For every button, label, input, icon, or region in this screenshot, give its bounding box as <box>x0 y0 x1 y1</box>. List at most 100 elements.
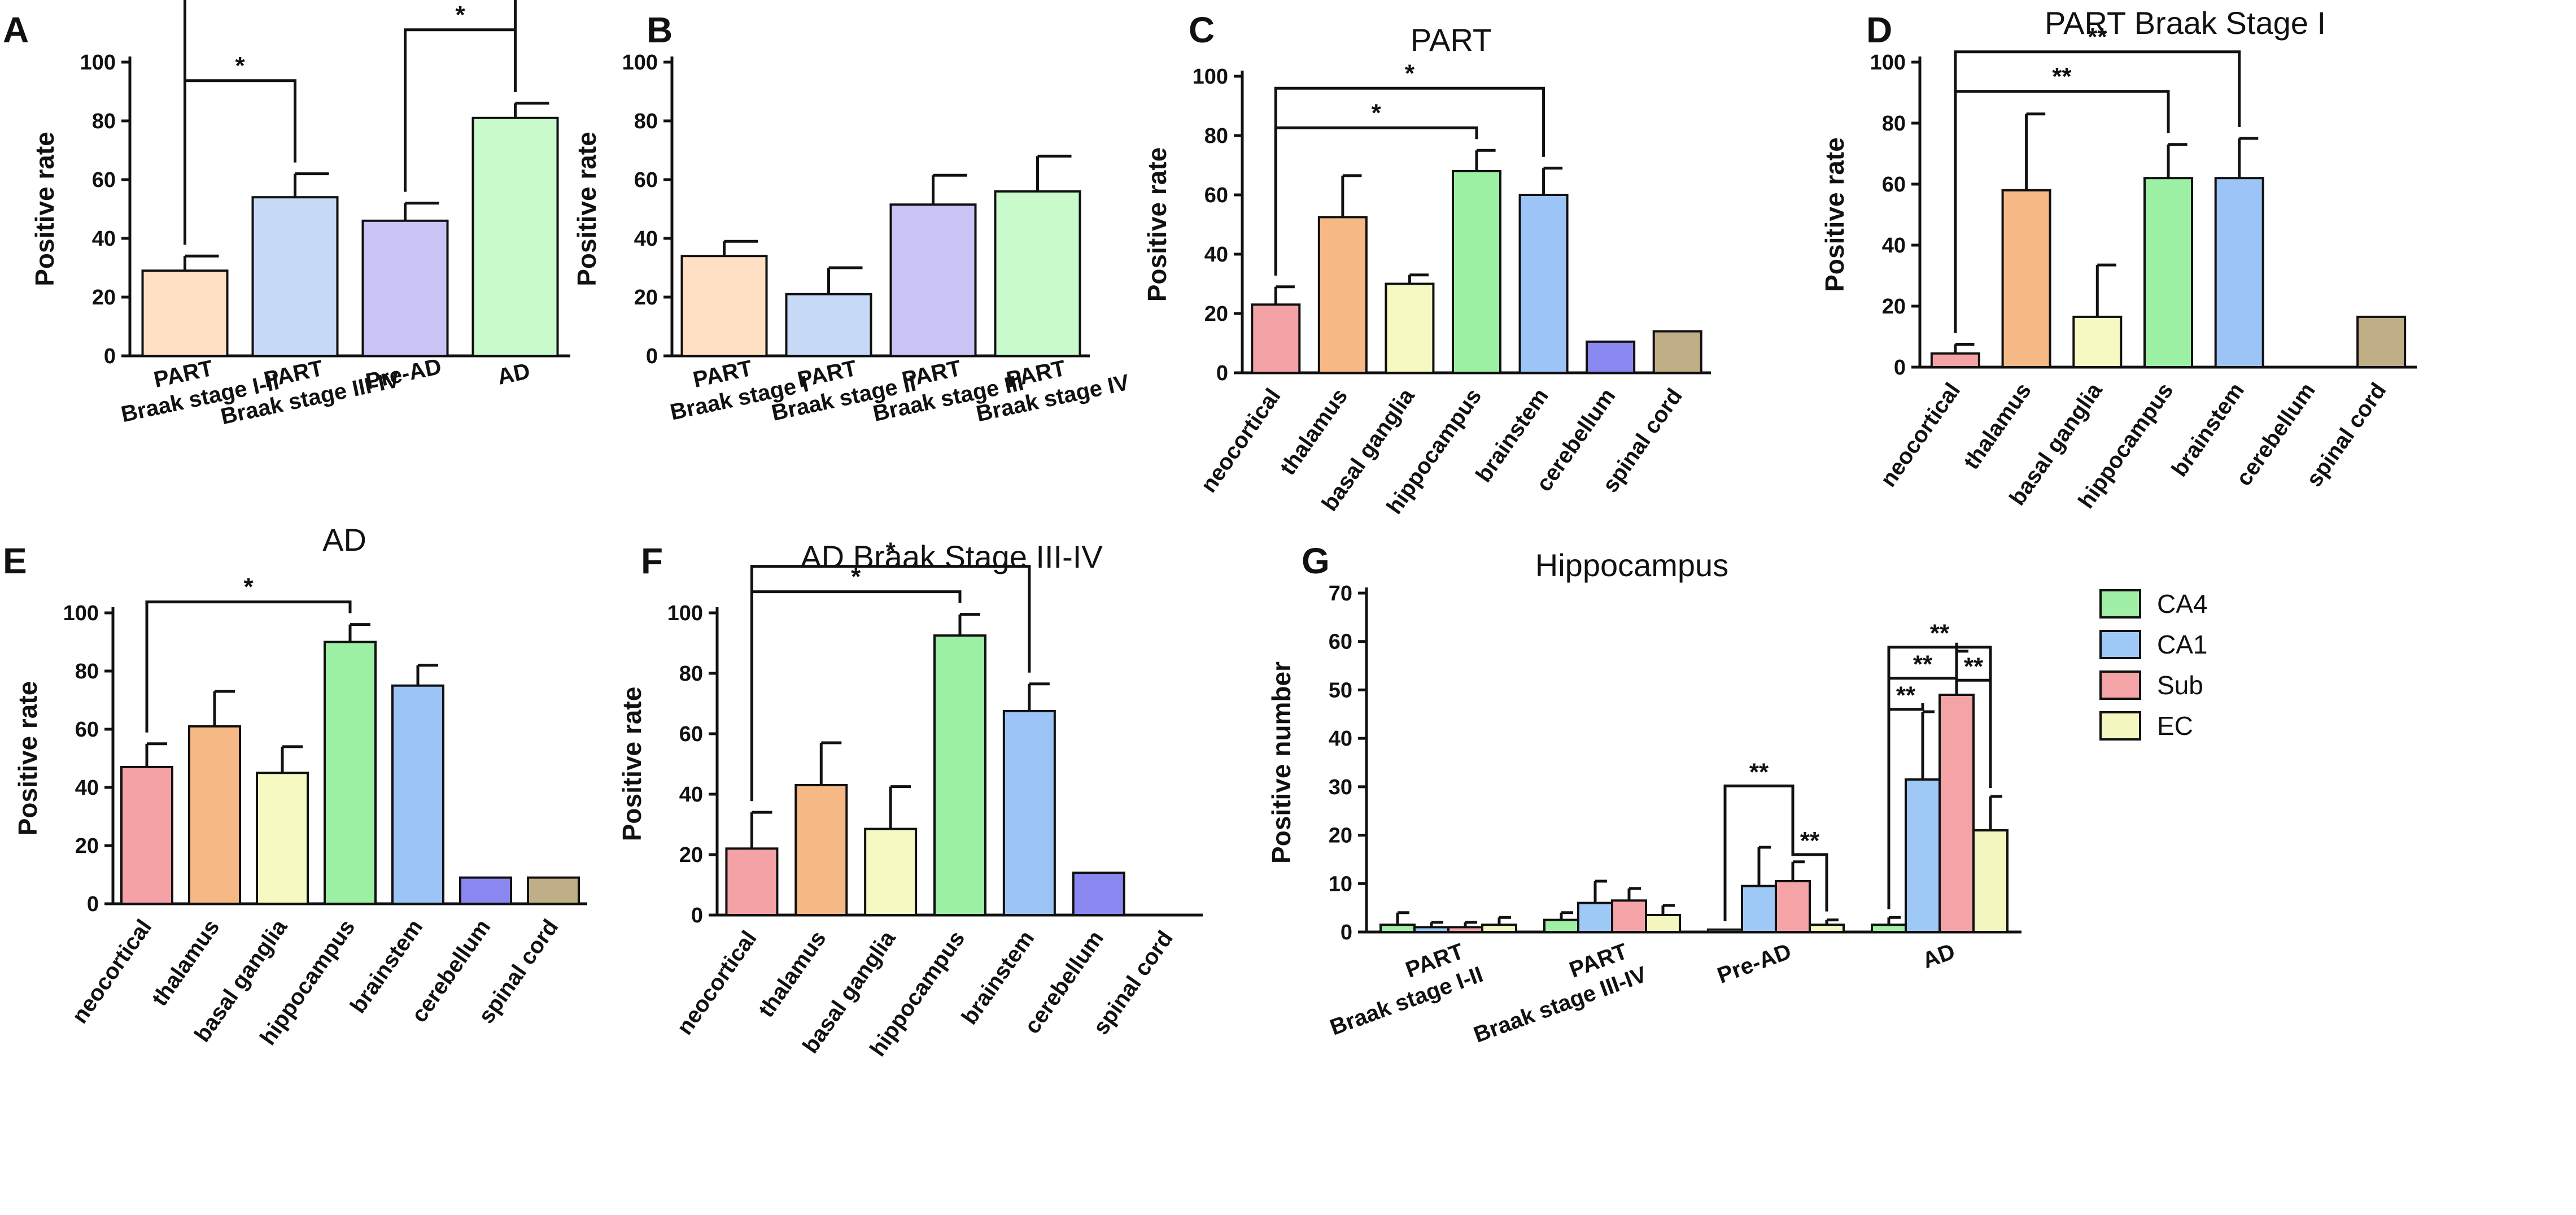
bar <box>680 255 768 358</box>
y-tick-label: 0 <box>646 345 658 368</box>
panel-c: C PART 0 20 40 60 80 100 Positive rate neocortica… <box>1142 10 1711 519</box>
legend-label-sub: Sub <box>2157 670 2203 700</box>
y-tick-label: 0 <box>1341 921 1352 944</box>
y-axis-title: Positive rate <box>13 681 42 836</box>
y-tick-label: 100 <box>622 51 658 75</box>
x-category-line: Braak stage III-IV <box>1470 962 1650 1048</box>
x-category-label: brainstem <box>2167 378 2249 481</box>
y-tick-label: 50 <box>1329 678 1352 702</box>
x-category-label: Pre-AD <box>364 354 444 394</box>
y-tick-label: 20 <box>1204 302 1228 326</box>
x-category-label: neocortical <box>1196 384 1285 497</box>
bar-sub <box>1938 694 1975 933</box>
bar <box>794 783 848 916</box>
significance-label: * <box>235 52 245 80</box>
significance-label: * <box>1405 59 1415 87</box>
bar-ca1 <box>1413 926 1449 934</box>
x-category-line: AD <box>1919 939 1958 973</box>
bar <box>2356 315 2407 369</box>
bar <box>1452 170 1501 374</box>
bar <box>256 772 309 905</box>
bar <box>889 203 977 357</box>
y-tick-label: 70 <box>1329 582 1352 606</box>
bar <box>141 269 229 358</box>
significance-bracket <box>1954 90 2170 333</box>
y-axis-title: Positive rate <box>572 132 601 286</box>
y-tick-label: 40 <box>634 227 658 251</box>
y-tick-label: 0 <box>1216 362 1228 385</box>
significance-label: ** <box>2088 23 2107 51</box>
y-tick-label: 40 <box>1882 234 1906 258</box>
legend-label-ca4: CA4 <box>2157 589 2207 619</box>
bar <box>725 847 779 917</box>
bar-ca4 <box>1543 918 1579 933</box>
y-tick-label: 20 <box>1329 824 1352 848</box>
bar <box>361 219 449 357</box>
significance-bracket <box>1274 126 1478 276</box>
bar <box>188 725 241 905</box>
y-tick-label: 80 <box>1882 112 1906 136</box>
x-category-line: Pre-AD <box>1714 939 1795 988</box>
y-axis-title: Positive rate <box>1820 137 1849 292</box>
x-category-line: Braak stage I-II <box>1327 962 1486 1040</box>
y-tick-label: 100 <box>63 602 99 625</box>
significance-bracket <box>1274 86 1545 276</box>
bar <box>391 684 444 905</box>
bar-ec <box>1645 914 1681 933</box>
significance-label: ** <box>1896 682 1916 709</box>
x-category-label: thalamus <box>754 926 831 1022</box>
bar <box>864 828 918 917</box>
significance-label: ** <box>1913 651 1933 678</box>
significance-label: ** <box>2052 63 2072 90</box>
y-tick-label: 20 <box>92 286 116 310</box>
y-tick-label: 60 <box>75 718 99 742</box>
bar-ec <box>1972 829 2009 933</box>
y-tick-label: 40 <box>679 783 703 807</box>
bar <box>1652 330 1702 374</box>
y-tick-label: 20 <box>75 834 99 858</box>
panel-f: F AD Braak Stage III-IV 0 20 40 60 80 100 Positi… <box>617 538 1203 1061</box>
y-axis-title: Positive rate <box>1142 147 1172 302</box>
legend-swatch-ca4 <box>2099 589 2141 619</box>
y-tick-label: 100 <box>1870 51 1906 75</box>
y-tick-label: 60 <box>634 168 658 192</box>
y-tick-label: 20 <box>679 843 703 867</box>
legend-swatch-ec <box>2099 711 2141 741</box>
bar-ca1 <box>1577 902 1613 933</box>
bar <box>1930 352 1980 369</box>
bar <box>324 641 377 905</box>
significance-label: * <box>1372 99 1382 127</box>
x-category-label: thalamus <box>1959 378 2036 474</box>
y-axis-title: Positive rate <box>30 132 59 286</box>
panel-letter: D <box>1866 10 1892 50</box>
y-tick-label: 10 <box>1329 872 1352 896</box>
bar <box>527 876 580 905</box>
y-tick-label: 0 <box>104 345 116 368</box>
bar <box>2072 315 2123 369</box>
y-axis-title: Positive number <box>1267 661 1296 864</box>
chart-title: PART <box>1411 22 1492 58</box>
y-tick-label: 80 <box>75 660 99 683</box>
y-tick-label: 80 <box>1204 124 1228 148</box>
legend-label-ca1: CA1 <box>2157 630 2207 659</box>
significance-bracket <box>1954 50 2241 333</box>
significance-label: ** <box>1749 758 1769 786</box>
y-tick-label: 100 <box>1193 65 1228 89</box>
bar-ca4 <box>1871 924 1907 933</box>
x-category-label: thalamus <box>1275 384 1352 480</box>
y-tick-label: 100 <box>80 51 116 75</box>
bar <box>1586 340 1636 374</box>
bar <box>1251 303 1301 374</box>
panel-d: D PART Braak Stage I 0 20 40 60 80 100 Positive … <box>1820 5 2417 513</box>
significance-bracket <box>1791 853 1828 912</box>
bar-sub <box>1775 880 1811 933</box>
y-tick-label: 60 <box>1882 173 1906 197</box>
bar <box>1317 216 1368 374</box>
y-tick-label: 20 <box>634 286 658 310</box>
y-tick-label: 20 <box>1882 295 1906 319</box>
chart-title: Hippocampus <box>1535 547 1728 583</box>
chart-title: PART Braak Stage I <box>2045 5 2326 41</box>
chart-title: AD <box>322 522 366 558</box>
